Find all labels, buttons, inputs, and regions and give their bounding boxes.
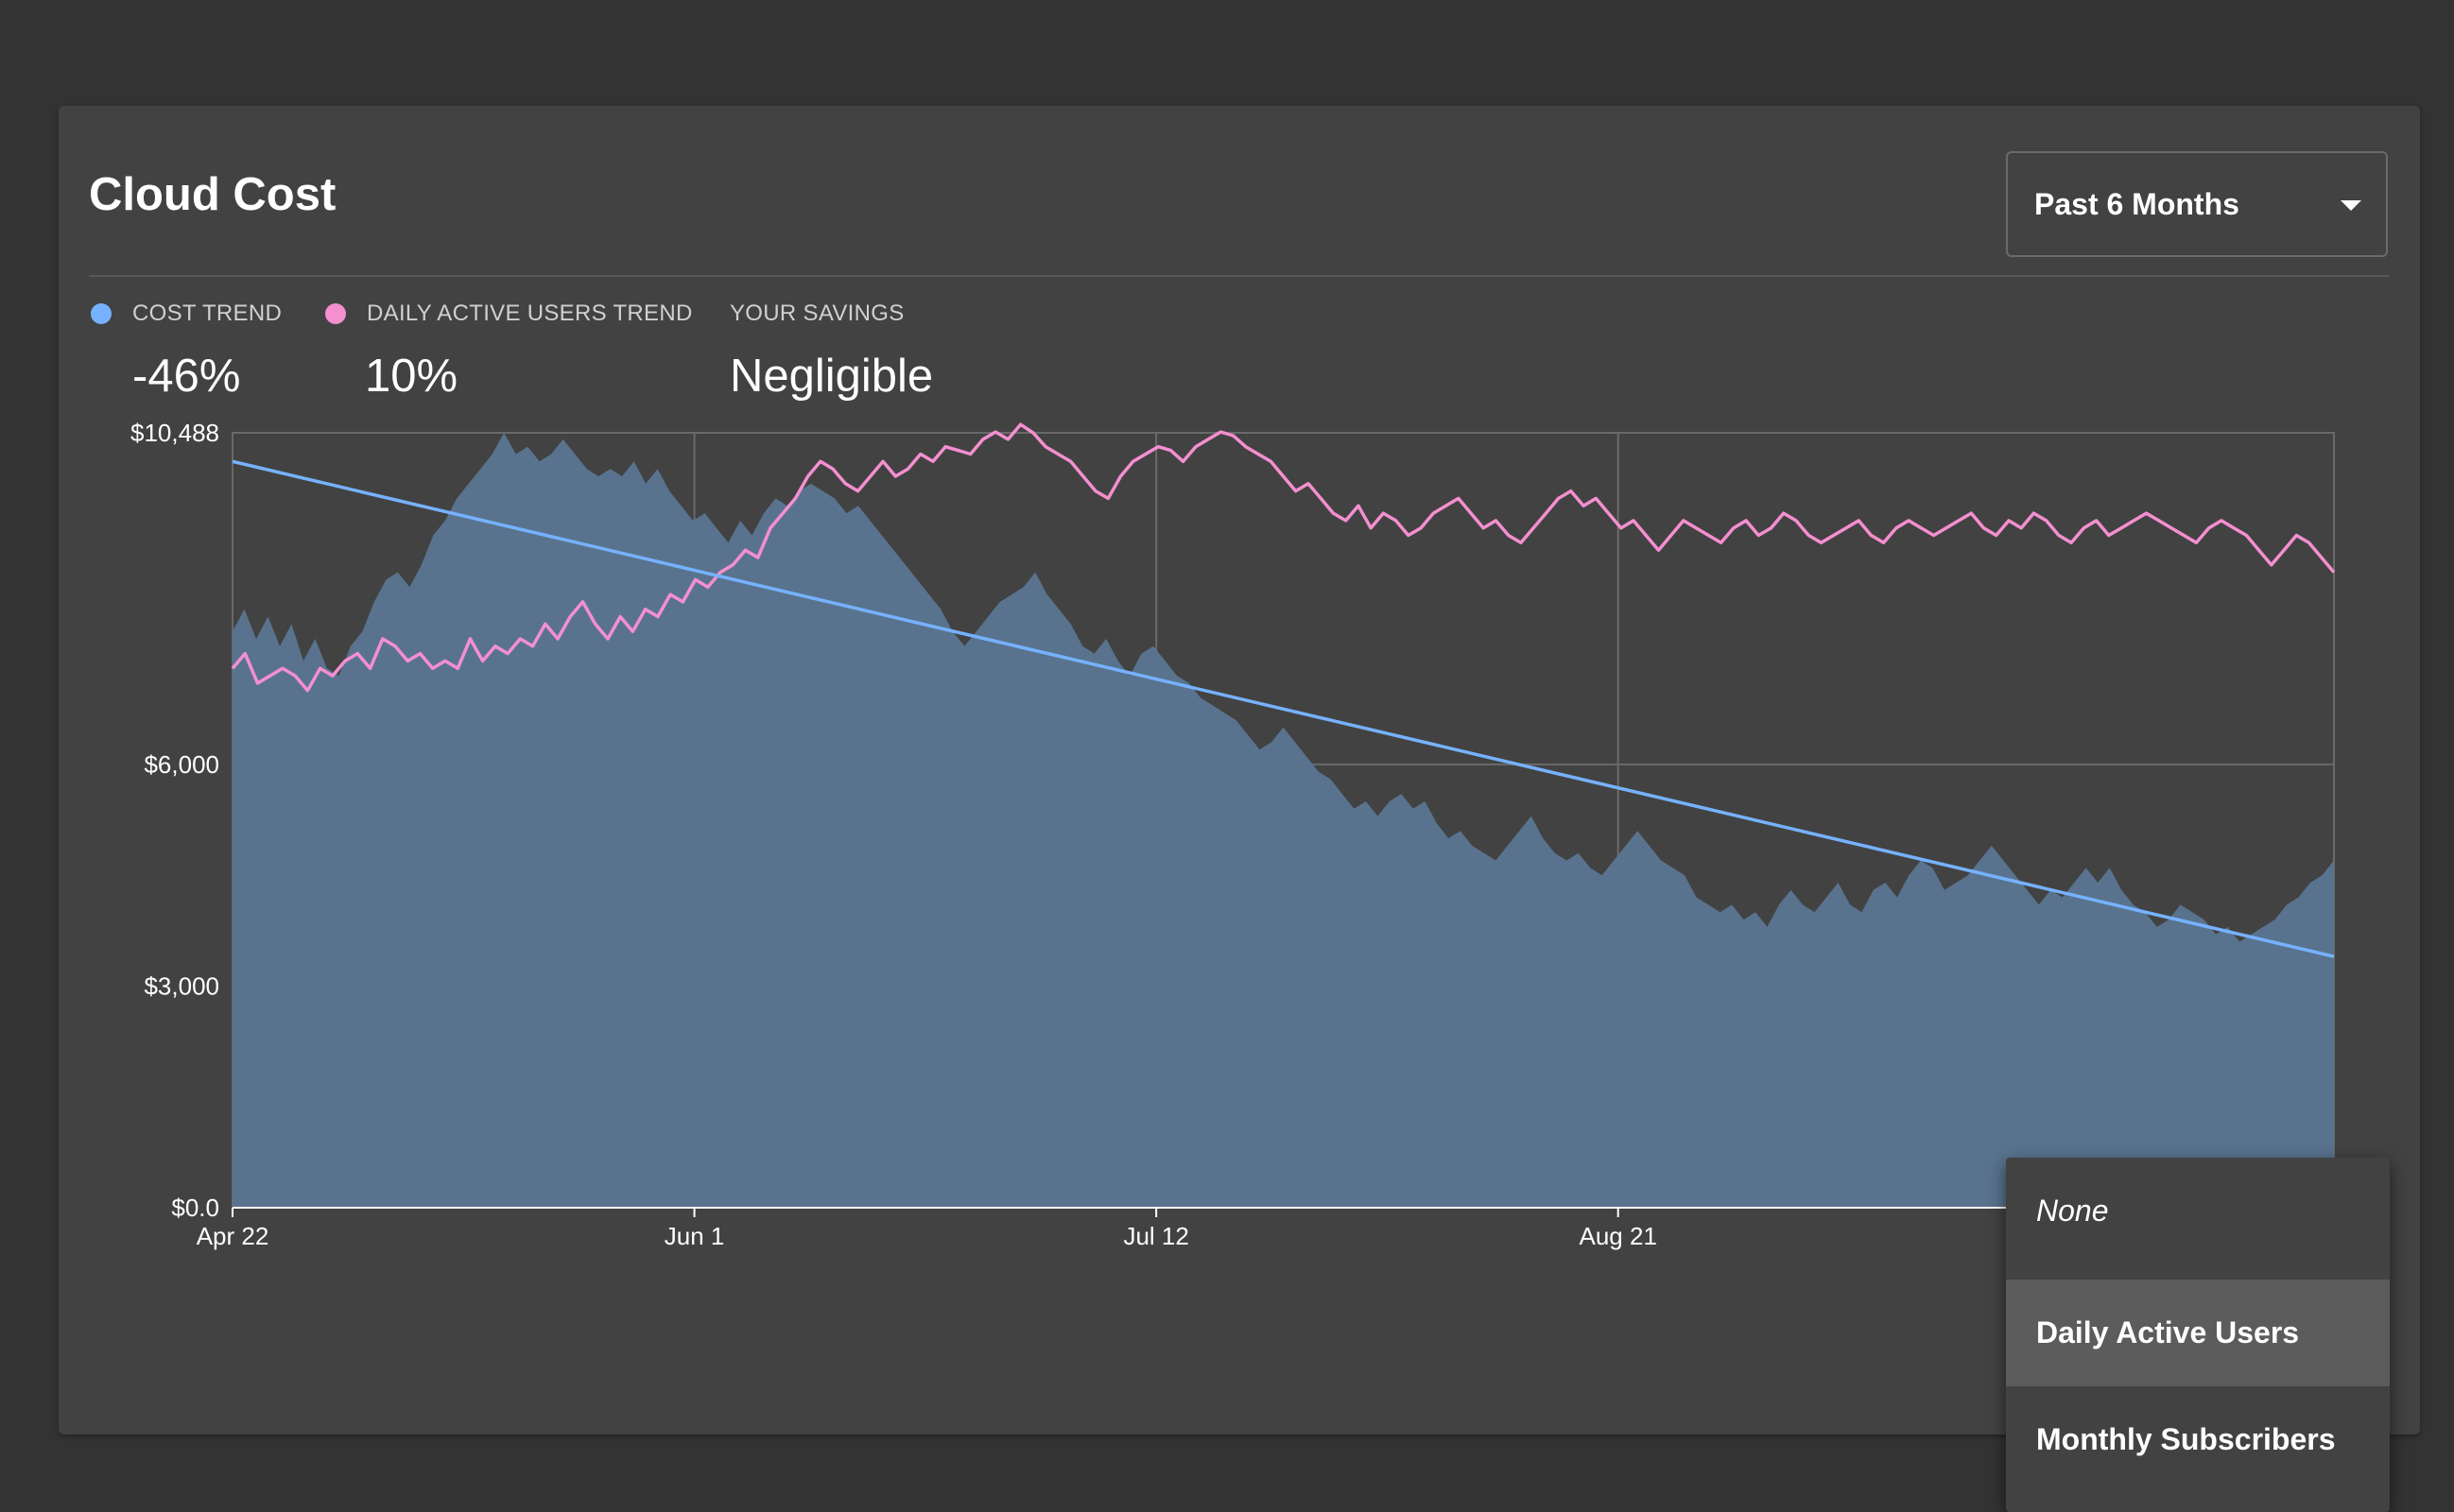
dau-line-series (231, 422, 2336, 693)
y-tick-label: $6,000 (144, 750, 219, 779)
header-divider (89, 275, 2390, 277)
cost-trend-dot-icon (91, 303, 112, 324)
y-tick-label: $10,488 (130, 419, 219, 447)
y-tick-label: $3,000 (144, 971, 219, 1000)
time-range-value: Past 6 Months (2034, 187, 2239, 221)
x-tick-label: Jun 1 (665, 1222, 725, 1250)
x-tick-label: Jul 12 (1123, 1222, 1188, 1250)
cost-area-series (233, 433, 2334, 1208)
card-title: Cloud Cost (89, 169, 337, 220)
menu-item-none[interactable]: None (2036, 1194, 2109, 1228)
cost-trend-label: COST TREND (132, 301, 283, 326)
cost-trend-stat: COST TREND -46% (91, 302, 282, 400)
dau-trend-value: 10% (365, 351, 458, 402)
cost-trend-value: -46% (132, 351, 241, 402)
caret-down-icon (2341, 200, 2361, 211)
metric-dropdown-menu: None Daily Active Users Monthly Subscrib… (2006, 1158, 2390, 1512)
menu-item-daily-active-users[interactable]: Daily Active Users (2006, 1280, 2390, 1386)
time-range-select[interactable]: Past 6 Months (2006, 151, 2388, 257)
savings-value: Negligible (730, 351, 934, 402)
dau-trend-label: DAILY ACTIVE USERS TREND (367, 301, 693, 326)
dau-trend-stat: DAILY ACTIVE USERS TREND 10% (325, 302, 693, 400)
menu-item-monthly-subscribers[interactable]: Monthly Subscribers (2036, 1422, 2336, 1456)
y-tick-label: $0.0 (171, 1194, 219, 1222)
x-tick-label: Aug 21 (1580, 1222, 1657, 1250)
cost-trendline (232, 459, 2335, 958)
savings-stat: YOUR SAVINGS Negligible (730, 302, 933, 400)
cloud-cost-card: Cloud Cost Past 6 Months COST TREND -46%… (59, 106, 2420, 1435)
x-tick-label: Apr 22 (197, 1222, 269, 1250)
savings-label: YOUR SAVINGS (730, 301, 905, 326)
dau-trend-dot-icon (325, 303, 346, 324)
